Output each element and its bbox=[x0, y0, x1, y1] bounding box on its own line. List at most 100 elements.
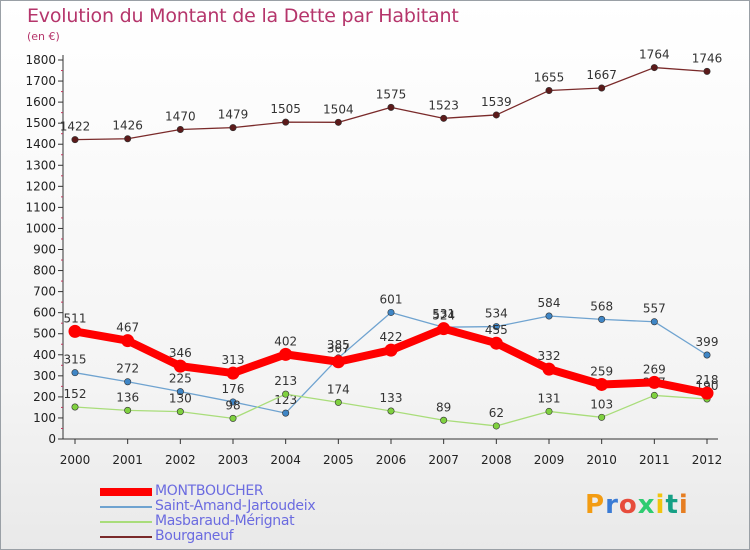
data-point-saint-amand-jartoudeix bbox=[492, 323, 500, 331]
x-tick-label: 2002 bbox=[165, 453, 196, 467]
data-label-bourganeuf: 1523 bbox=[428, 98, 459, 112]
y-tick-label: 1200 bbox=[25, 179, 56, 193]
x-tick-label: 2001 bbox=[112, 453, 143, 467]
x-tick-label: 2011 bbox=[639, 453, 670, 467]
data-label-montboucher: 455 bbox=[485, 323, 508, 337]
legend-item-bourganeuf: Bourganeuf bbox=[100, 528, 400, 544]
data-point-bourganeuf bbox=[71, 136, 79, 144]
data-point-saint-amand-jartoudeix bbox=[282, 409, 290, 417]
x-tick-label: 2004 bbox=[270, 453, 301, 467]
data-point-bourganeuf bbox=[440, 114, 448, 122]
data-label-bourganeuf: 1655 bbox=[534, 71, 565, 85]
data-point-saint-amand-jartoudeix bbox=[176, 388, 184, 396]
data-point-montboucher bbox=[68, 324, 82, 338]
y-tick-label: 200 bbox=[33, 390, 56, 404]
data-label-bourganeuf: 1575 bbox=[376, 87, 407, 101]
logo-letter: i bbox=[655, 490, 666, 520]
data-point-saint-amand-jartoudeix bbox=[124, 378, 132, 386]
logo-letter: x bbox=[637, 490, 656, 520]
legend-label-montboucher: MONTBOUCHER bbox=[155, 483, 264, 499]
chart-title: Evolution du Montant de la Dette par Hab… bbox=[27, 5, 459, 27]
data-label-bourganeuf: 1667 bbox=[586, 68, 617, 82]
data-label-masbaraud-merignat: 62 bbox=[489, 406, 504, 420]
data-point-montboucher bbox=[173, 359, 187, 373]
data-point-bourganeuf bbox=[124, 135, 132, 143]
data-point-bourganeuf bbox=[282, 118, 290, 126]
data-label-bourganeuf: 1422 bbox=[60, 120, 91, 134]
data-label-montboucher: 402 bbox=[274, 334, 297, 348]
data-label-bourganeuf: 1470 bbox=[165, 109, 196, 123]
data-label-montboucher: 346 bbox=[169, 346, 192, 360]
data-label-bourganeuf: 1539 bbox=[481, 95, 512, 109]
data-label-saint-amand-jartoudeix: 272 bbox=[116, 362, 139, 376]
data-label-masbaraud-merignat: 213 bbox=[274, 374, 297, 388]
data-point-saint-amand-jartoudeix bbox=[703, 351, 711, 359]
legend-swatch-masbaraud-merignat bbox=[100, 521, 152, 523]
y-tick-label: 500 bbox=[33, 327, 56, 341]
data-point-montboucher bbox=[384, 343, 398, 357]
y-tick-label: 800 bbox=[33, 264, 56, 278]
data-point-masbaraud-merignat bbox=[387, 407, 395, 415]
y-tick-label: 1500 bbox=[25, 116, 56, 130]
data-point-masbaraud-merignat bbox=[71, 403, 79, 411]
data-label-masbaraud-merignat: 130 bbox=[169, 392, 192, 406]
data-point-montboucher bbox=[700, 386, 714, 400]
y-tick-label: 100 bbox=[33, 411, 56, 425]
legend-label-bourganeuf: Bourganeuf bbox=[155, 528, 234, 544]
y-tick-label: 900 bbox=[33, 243, 56, 257]
y-tick-label: 1600 bbox=[25, 95, 56, 109]
data-point-montboucher bbox=[595, 377, 609, 391]
data-label-saint-amand-jartoudeix: 584 bbox=[538, 296, 561, 310]
data-point-montboucher bbox=[489, 336, 503, 350]
y-tick-label: 1000 bbox=[25, 221, 56, 235]
x-tick-label: 2012 bbox=[692, 453, 723, 467]
x-tick-label: 2007 bbox=[428, 453, 459, 467]
x-tick-label: 2006 bbox=[376, 453, 407, 467]
data-point-bourganeuf bbox=[387, 103, 395, 111]
legend-item-masbaraud-merignat: Masbaraud-Mérignat bbox=[100, 513, 400, 529]
data-point-masbaraud-merignat bbox=[176, 408, 184, 416]
proxiti-logo: Proxiti bbox=[585, 490, 689, 520]
data-label-saint-amand-jartoudeix: 534 bbox=[485, 307, 508, 321]
data-label-bourganeuf: 1504 bbox=[323, 102, 354, 116]
data-point-masbaraud-merignat bbox=[440, 416, 448, 424]
legend-swatch-bourganeuf bbox=[100, 536, 152, 538]
y-tick-label: 1800 bbox=[25, 53, 56, 67]
legend-item-montboucher: MONTBOUCHER bbox=[100, 483, 400, 499]
data-label-montboucher: 313 bbox=[222, 353, 245, 367]
data-point-bourganeuf bbox=[229, 124, 237, 132]
x-tick-label: 2000 bbox=[60, 453, 91, 467]
data-label-masbaraud-merignat: 174 bbox=[327, 382, 350, 396]
data-label-masbaraud-merignat: 133 bbox=[380, 391, 403, 405]
legend-swatch-montboucher bbox=[100, 488, 152, 496]
data-point-montboucher bbox=[331, 355, 345, 369]
data-label-saint-amand-jartoudeix: 601 bbox=[380, 292, 403, 306]
data-point-montboucher bbox=[542, 362, 556, 376]
data-label-saint-amand-jartoudeix: 568 bbox=[590, 299, 613, 313]
data-label-bourganeuf: 1505 bbox=[270, 102, 301, 116]
data-label-bourganeuf: 1764 bbox=[639, 48, 670, 62]
data-point-montboucher bbox=[226, 366, 240, 380]
data-label-montboucher: 269 bbox=[643, 362, 666, 376]
data-label-bourganeuf: 1479 bbox=[218, 108, 249, 122]
data-point-saint-amand-jartoudeix bbox=[229, 398, 237, 406]
legend: MONTBOUCHER Saint-Amand-Jartoudeix Masba… bbox=[100, 483, 400, 544]
x-tick-label: 2009 bbox=[534, 453, 565, 467]
data-label-saint-amand-jartoudeix: 225 bbox=[169, 372, 192, 386]
x-tick-label: 2008 bbox=[481, 453, 512, 467]
data-label-masbaraud-merignat: 136 bbox=[116, 390, 139, 404]
data-point-masbaraud-merignat bbox=[650, 391, 658, 399]
data-label-bourganeuf: 1426 bbox=[112, 119, 143, 133]
data-point-bourganeuf bbox=[545, 87, 553, 95]
legend-label-saint-amand-jartoudeix: Saint-Amand-Jartoudeix bbox=[155, 498, 316, 514]
data-point-montboucher bbox=[121, 334, 135, 348]
y-tick-label: 1100 bbox=[25, 200, 56, 214]
logo-letter: i bbox=[678, 490, 689, 520]
data-label-montboucher: 511 bbox=[64, 311, 87, 325]
data-point-saint-amand-jartoudeix bbox=[598, 315, 606, 323]
x-tick-label: 2010 bbox=[586, 453, 617, 467]
data-point-bourganeuf bbox=[492, 111, 500, 119]
data-label-masbaraud-merignat: 152 bbox=[64, 387, 87, 401]
